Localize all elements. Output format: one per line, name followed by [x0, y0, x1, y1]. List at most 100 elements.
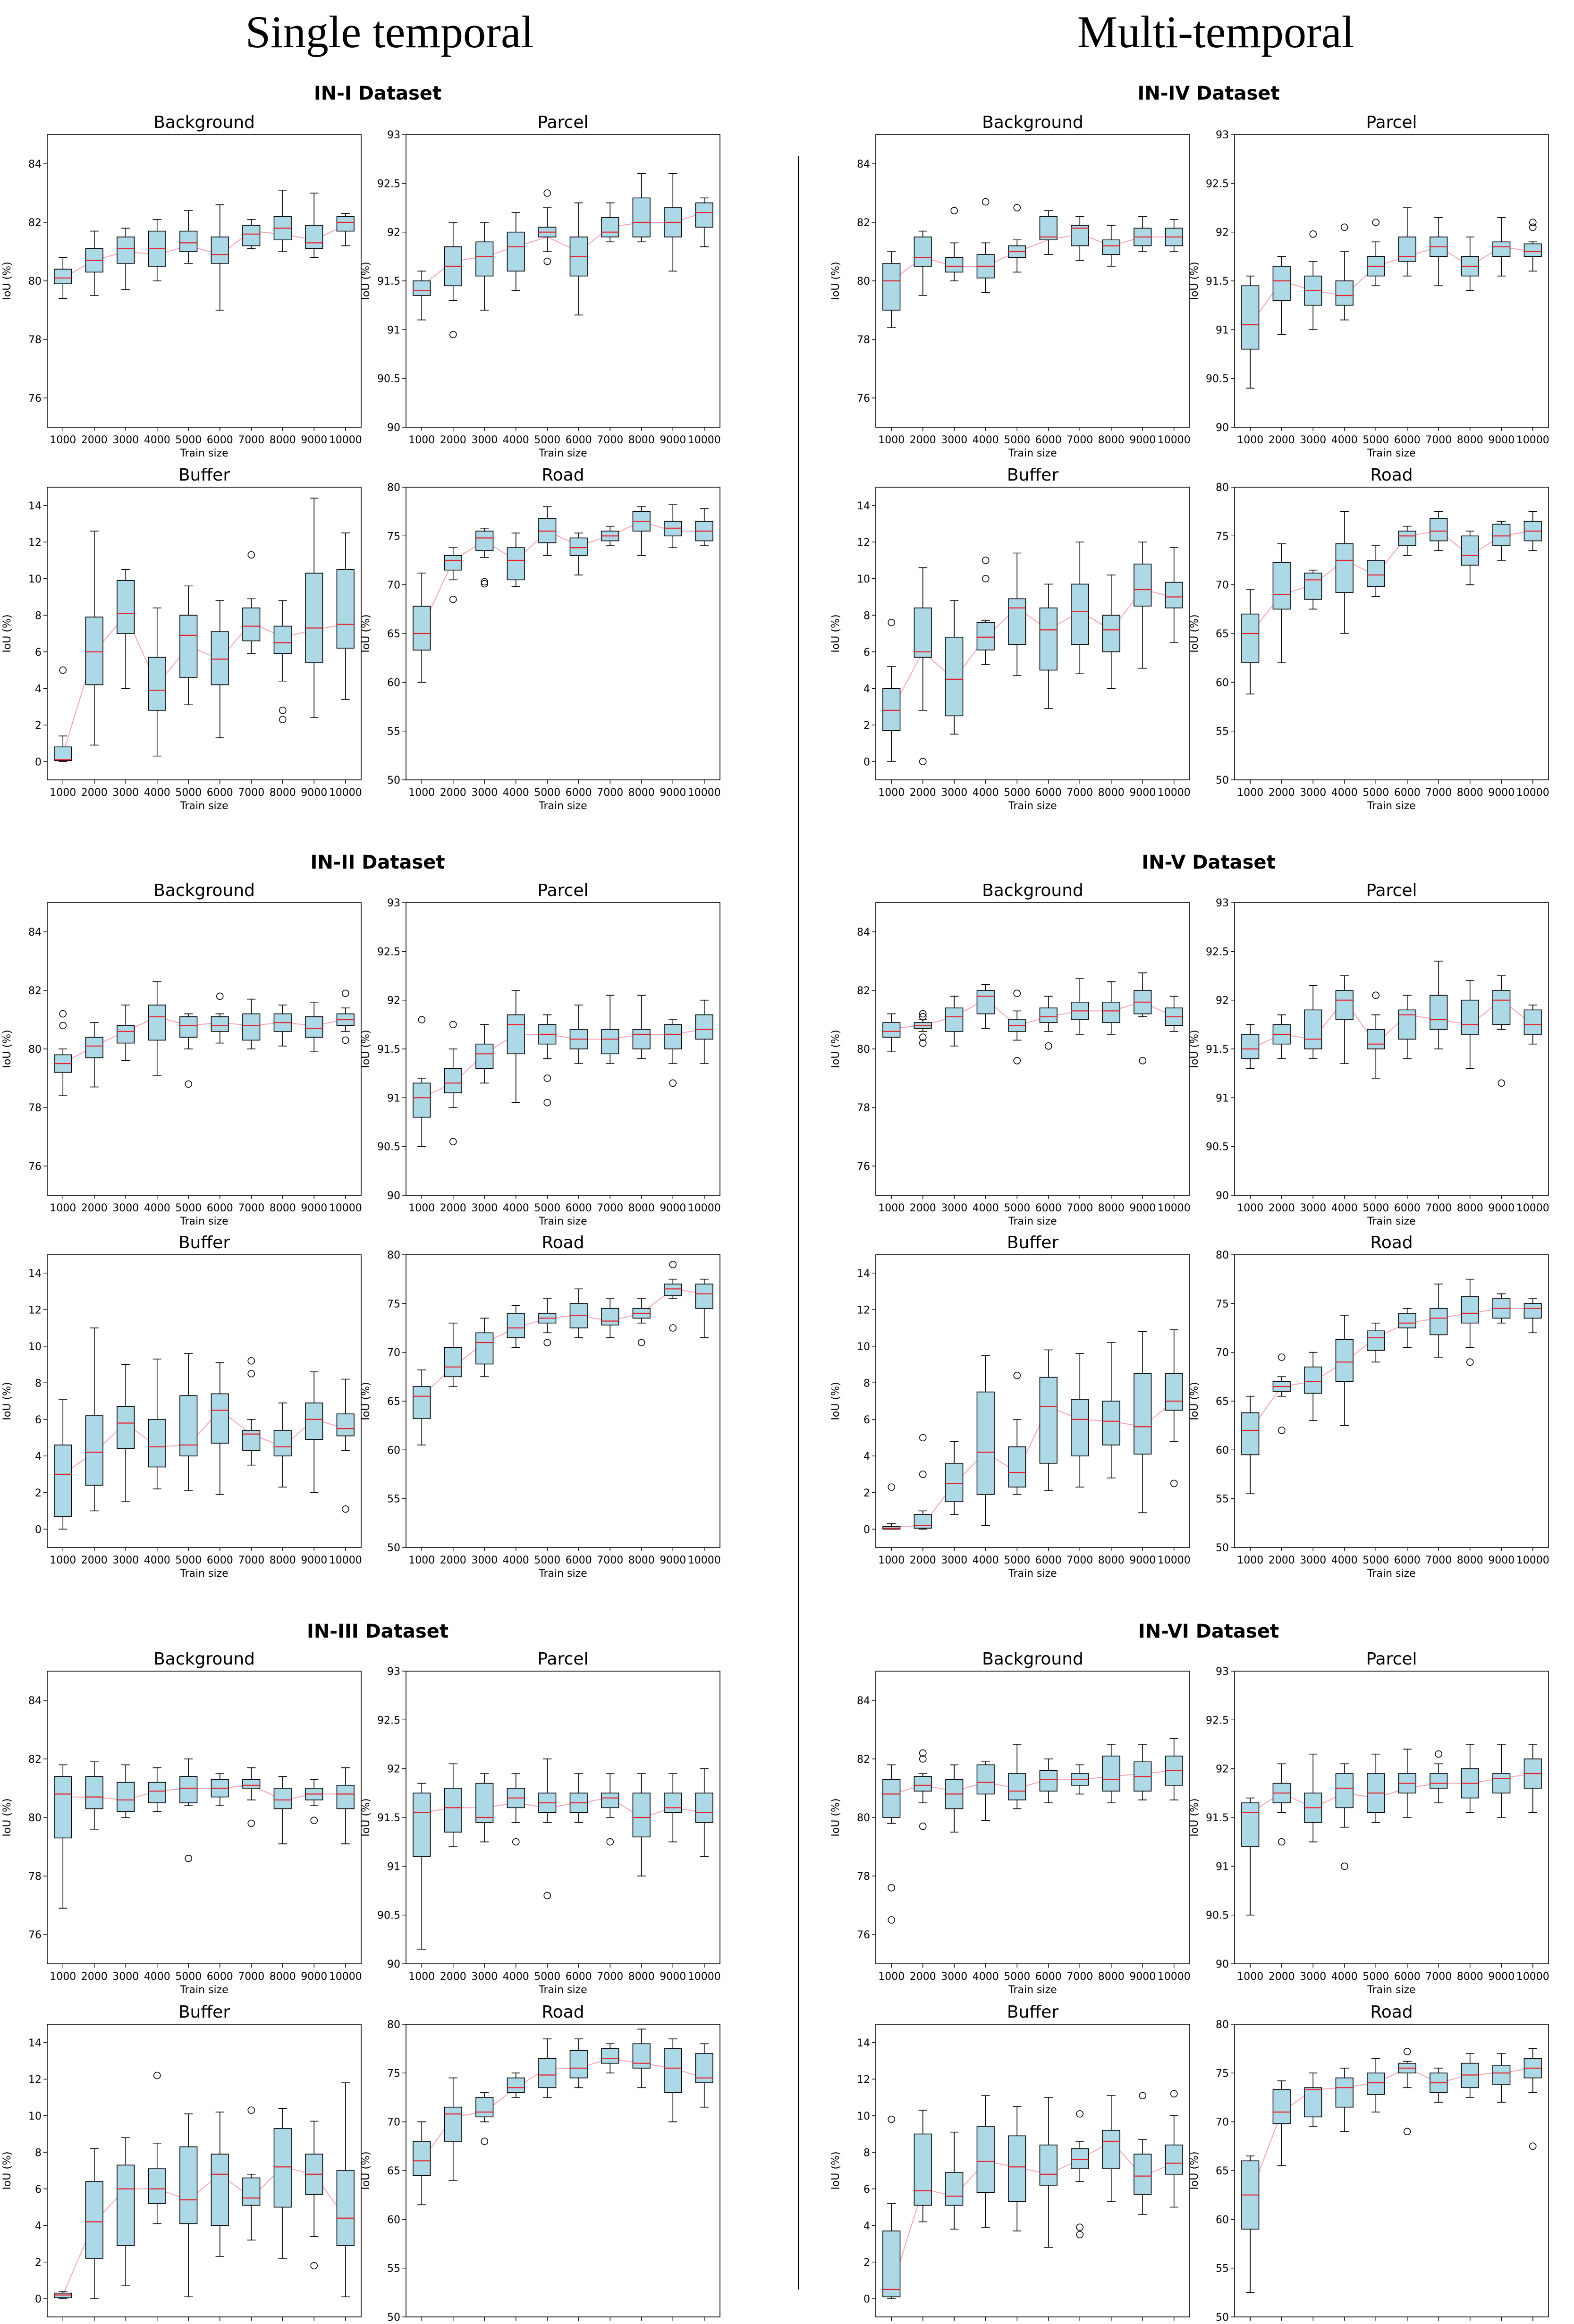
x-tick-label: 5000: [1004, 787, 1030, 799]
x-tick-label: 6000: [207, 434, 233, 446]
y-tick-label: 4: [863, 1451, 870, 1462]
y-tick-label: 4: [863, 683, 870, 695]
x-tick-label: 1000: [878, 1555, 905, 1566]
dataset-title-in-iii: IN-III Dataset: [307, 1621, 449, 1642]
y-tick-label: 76: [28, 393, 42, 405]
x-tick-label: 2000: [81, 1971, 108, 1983]
x-tick-label: 8000: [270, 434, 296, 446]
y-tick-label: 76: [28, 1161, 42, 1173]
x-tick-label: 2000: [440, 1555, 466, 1566]
x-tick-label: 10000: [688, 1555, 721, 1566]
box-iqr: [305, 225, 323, 249]
box-iqr: [413, 606, 431, 651]
x-tick-label: 2000: [440, 1971, 466, 1983]
box-iqr: [117, 1406, 135, 1449]
box-iqr: [413, 280, 431, 296]
y-tick-label: 2: [35, 2257, 42, 2269]
chart-in-iii-dataset-parcel: Parcel 90 90.5 91 91.5 92 92.5 93 IoU (%) 1000 200…: [360, 1649, 721, 1996]
x-tick-label: 6000: [566, 1555, 592, 1566]
x-tick-label: 7000: [1425, 787, 1452, 799]
box-iqr: [1241, 1412, 1260, 1455]
x-tick-label: 6000: [1394, 434, 1421, 446]
y-tick-label: 70: [1216, 1347, 1229, 1359]
mean-trend-line: [421, 1029, 704, 1099]
box-iqr: [336, 1413, 355, 1437]
box-iqr: [882, 1779, 901, 1818]
x-tick-label: 9000: [1129, 787, 1156, 799]
outlier-point: [1498, 1079, 1506, 1087]
y-tick-label: 90.5: [377, 1910, 400, 1922]
outlier-point: [216, 992, 224, 1000]
y-tick-label: 93: [387, 129, 400, 141]
box-iqr: [945, 1462, 964, 1502]
x-tick-label: 1000: [50, 1555, 76, 1566]
y-axis-label: IoU (%): [1, 1798, 13, 1836]
y-tick-label: 80: [28, 276, 42, 287]
box-iqr: [601, 1308, 619, 1326]
chart-title: Road: [542, 1233, 584, 1252]
x-tick-label: 3000: [471, 1555, 498, 1566]
x-tick-label: 10000: [1158, 787, 1191, 799]
mean-trend-line: [1250, 1773, 1533, 1813]
x-tick-label: 7000: [597, 1555, 623, 1566]
box-iqr: [1134, 2154, 1152, 2195]
chart-in-ii-dataset-road: Road 50 55 60 65 70 75 80 IoU (%) 1000 2000 3000 400…: [360, 1233, 721, 1580]
box-iqr: [914, 237, 932, 267]
x-tick-label: 9000: [1129, 1555, 1156, 1566]
mean-trend-line: [422, 1797, 704, 1818]
x-tick-label: 8000: [628, 1555, 655, 1566]
box-iqr: [148, 657, 166, 711]
chart-title: Parcel: [537, 1649, 588, 1669]
x-tick-label: 6000: [207, 1971, 233, 1983]
x-tick-label: 9000: [301, 1555, 327, 1566]
x-tick-label: 1000: [1237, 434, 1263, 446]
x-tick-label: 9000: [1488, 787, 1515, 799]
x-tick-label: 10000: [1516, 1202, 1549, 1214]
y-tick-label: 70: [1216, 580, 1229, 592]
box-iqr: [305, 1403, 323, 1440]
chart-in-iv-dataset-parcel: Parcel 90 90.5 91 91.5 92 92.5 93 IoU (%) 1000 200…: [1189, 113, 1549, 459]
outlier-point: [1076, 2223, 1084, 2231]
y-tick-label: 90: [1216, 422, 1229, 434]
x-tick-label: 4000: [503, 1971, 529, 1983]
y-tick-label: 80: [387, 482, 400, 494]
box-iqr: [1430, 1773, 1448, 1789]
box-iqr: [475, 1332, 494, 1365]
x-tick-label: 6000: [566, 1202, 592, 1214]
x-tick-label: 1000: [408, 1555, 435, 1566]
box-iqr: [1367, 1029, 1385, 1049]
box-iqr: [444, 2106, 462, 2142]
box-iqr: [945, 257, 964, 273]
y-axis-label: IoU (%): [1189, 262, 1201, 300]
box-iqr: [1071, 1399, 1089, 1457]
outlier-point: [982, 557, 990, 564]
x-tick-label: 2000: [910, 1971, 936, 1983]
chart-title: Road: [1370, 465, 1413, 485]
chart-title: Road: [1370, 1233, 1413, 1252]
y-tick-label: 6: [35, 2184, 42, 2196]
x-tick-label: 5000: [175, 1202, 202, 1214]
y-tick-label: 55: [387, 1494, 400, 1505]
box-iqr: [1039, 1007, 1058, 1023]
y-tick-label: 4: [35, 2220, 42, 2232]
outlier-point: [247, 2106, 255, 2114]
y-axis-label: IoU (%): [1189, 1382, 1201, 1420]
x-tick-label: 9000: [1488, 1202, 1515, 1214]
box-iqr: [507, 2077, 525, 2093]
x-tick-label: 9000: [660, 434, 686, 446]
x-tick-label: 8000: [1457, 1202, 1483, 1214]
mean-trend-line: [421, 2058, 705, 2161]
box-iqr: [1241, 285, 1260, 350]
box-iqr: [1335, 1339, 1354, 1382]
box-iqr: [273, 1788, 292, 1809]
y-tick-label: 91: [1216, 1092, 1229, 1104]
x-tick-label: 6000: [1035, 787, 1062, 799]
x-tick-label: 4000: [1331, 1202, 1358, 1214]
y-tick-label: 90: [387, 422, 400, 434]
x-axis-label: Train size: [1367, 1216, 1415, 1227]
box-iqr: [1102, 239, 1120, 255]
y-tick-label: 93: [387, 1666, 400, 1678]
x-tick-label: 7000: [238, 434, 264, 446]
y-tick-label: 76: [857, 1161, 870, 1173]
